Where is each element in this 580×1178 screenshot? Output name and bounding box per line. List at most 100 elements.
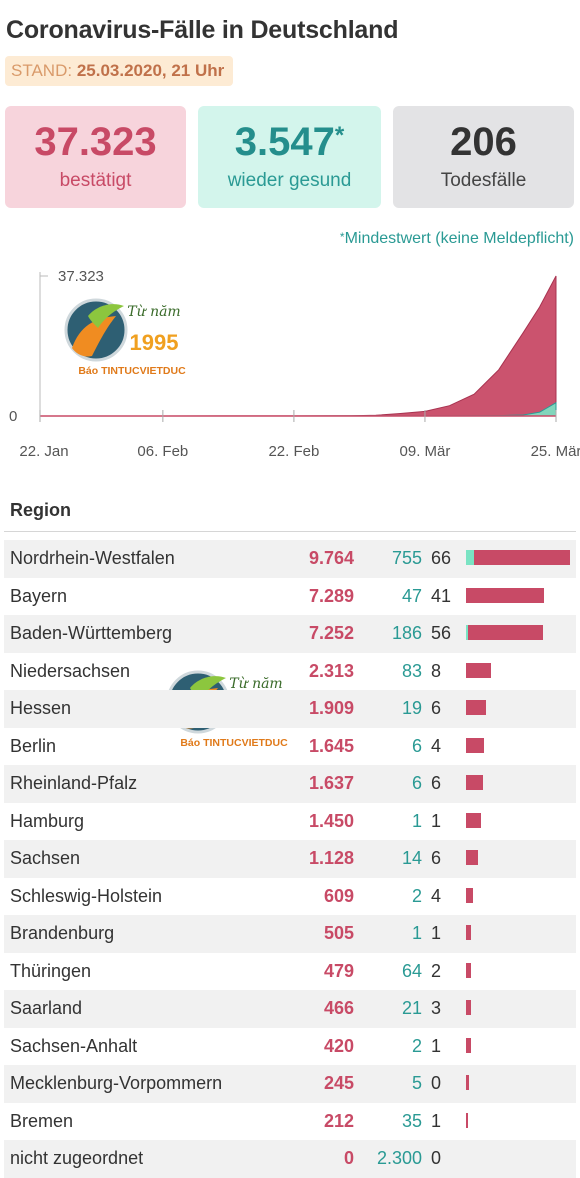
cases-bar bbox=[466, 550, 570, 565]
deaths-value: 4 bbox=[431, 885, 442, 906]
logo-text-line1: Từ năm bbox=[127, 304, 180, 320]
confirmed-bar-segment bbox=[466, 587, 544, 603]
confirmed-bar-segment bbox=[466, 812, 482, 828]
logo-text-brand: Báo TINTUCVIETDUC bbox=[78, 365, 186, 377]
region-name: Sachsen bbox=[10, 848, 81, 868]
table-row: Rheinland-Pfalz 1.637 6 6 bbox=[4, 765, 576, 803]
confirmed-value: 505 bbox=[323, 923, 354, 943]
cases-bar bbox=[466, 962, 472, 978]
table-row: Hessen 1.909 19 6 bbox=[4, 690, 576, 728]
region-name: Brandenburg bbox=[10, 923, 115, 943]
deaths-value: 1 bbox=[431, 810, 442, 831]
confirmed-value: 7.252 bbox=[308, 623, 354, 643]
x-tick-label: 22. Jan bbox=[19, 443, 68, 460]
table-row: Bayern 7.289 47 41 bbox=[4, 578, 576, 616]
confirmed-value: 609 bbox=[323, 885, 354, 906]
table-row: Bremen 212 35 1 bbox=[4, 1103, 576, 1141]
region-name: Baden-Württemberg bbox=[10, 623, 173, 643]
region-name: Rheinland-Pfalz bbox=[10, 773, 138, 793]
deaths-value: 66 bbox=[431, 548, 452, 568]
logo-graphic: Từ năm 1995 Báo TINTUCVIETDUC bbox=[64, 298, 186, 377]
recovered-footnote: *Mindestwert (keine Meldepflicht) bbox=[339, 230, 574, 247]
recovered-value: 21 bbox=[401, 998, 422, 1018]
recovered-value: 6 bbox=[411, 773, 422, 793]
cases-bar bbox=[466, 587, 544, 603]
recovered-value: 2 bbox=[411, 1035, 422, 1056]
confirmed-bar-segment bbox=[466, 1037, 471, 1053]
table-header-region: Region bbox=[10, 500, 71, 520]
deaths-value: 1 bbox=[431, 1110, 442, 1131]
confirmed-label: bestätigt bbox=[59, 170, 132, 191]
recovered-value: 47 bbox=[401, 585, 422, 606]
confirmed-value: 1.909 bbox=[308, 698, 354, 718]
region-name: Hamburg bbox=[10, 810, 85, 831]
table-row: Saarland 466 21 3 bbox=[4, 990, 576, 1028]
recovered-value: 6 bbox=[411, 735, 422, 756]
recovered-value: 83 bbox=[401, 660, 422, 681]
cases-bar bbox=[466, 700, 487, 715]
confirmed-value: 1.637 bbox=[308, 773, 354, 793]
confirmed-value: 1.128 bbox=[308, 848, 354, 868]
confirmed-bar-segment bbox=[466, 887, 473, 903]
region-name: Nordrhein-Westfalen bbox=[10, 548, 175, 568]
deaths-value: 6 bbox=[431, 773, 442, 793]
region-name: Sachsen-Anhalt bbox=[10, 1035, 138, 1056]
table-row: Berlin 1.645 6 4 bbox=[4, 728, 576, 766]
recovered-count: 3.547* bbox=[234, 120, 345, 164]
logo-text-brand: Báo TINTUCVIETDUC bbox=[180, 737, 288, 749]
recovered-value: 14 bbox=[401, 848, 422, 868]
deaths-value: 2 bbox=[431, 960, 442, 981]
cases-bar bbox=[466, 625, 544, 640]
x-tick-label: 09. Mär bbox=[400, 443, 451, 460]
logo-text-line1: Từ năm bbox=[229, 676, 282, 692]
table-row: Brandenburg 505 1 1 bbox=[4, 915, 576, 953]
recovered-value: 5 bbox=[411, 1073, 422, 1093]
deaths-value: 0 bbox=[431, 1073, 442, 1093]
cases-bar bbox=[466, 812, 482, 828]
confirmed-value: 420 bbox=[323, 1035, 354, 1056]
confirmed-bar-segment bbox=[466, 1000, 471, 1015]
confirmed-bar-segment bbox=[468, 625, 544, 640]
confirmed-value: 479 bbox=[323, 960, 354, 981]
table-row: Sachsen 1.128 14 6 bbox=[4, 840, 576, 878]
confirmed-bar-segment bbox=[466, 775, 484, 790]
deaths-value: 6 bbox=[431, 698, 442, 718]
y-tick-label-max: 37.323 bbox=[58, 268, 104, 285]
table-row: Mecklenburg-Vorpommern 245 5 0 bbox=[4, 1065, 576, 1103]
confirmed-value: 1.645 bbox=[308, 735, 354, 756]
recovered-value: 1 bbox=[411, 810, 422, 831]
cases-area-chart: 22. Jan 06. Feb 22. Feb 09. Mär 25. Mär 0 37.3… bbox=[9, 268, 580, 460]
deaths-value: 8 bbox=[431, 660, 442, 681]
region-name: Mecklenburg-Vorpommern bbox=[10, 1073, 223, 1093]
confirmed-value: 2.313 bbox=[308, 660, 354, 681]
deaths-card: 206 Todesfälle bbox=[393, 106, 574, 208]
table-row: Nordrhein-Westfalen 9.764 755 66 bbox=[4, 540, 576, 578]
confirmed-bar-segment bbox=[466, 737, 484, 753]
deaths-value: 3 bbox=[431, 998, 442, 1018]
region-name: Niedersachsen bbox=[10, 660, 131, 681]
cases-bar bbox=[466, 850, 478, 865]
confirmed-value: 7.289 bbox=[308, 585, 354, 606]
region-name: nicht zugeordnet bbox=[10, 1148, 144, 1168]
cases-bar bbox=[466, 925, 472, 940]
confirmed-count: 37.323 bbox=[34, 120, 157, 164]
recovered-value: 35 bbox=[401, 1110, 422, 1131]
recovered-value: 19 bbox=[401, 698, 422, 718]
deaths-value: 1 bbox=[431, 923, 442, 943]
header-divider bbox=[4, 531, 576, 532]
region-name: Berlin bbox=[10, 735, 57, 756]
table-row: Schleswig-Holstein 609 2 4 bbox=[4, 878, 576, 916]
recovered-bar-segment bbox=[466, 550, 474, 565]
logo-green-leaf-icon bbox=[88, 304, 124, 328]
recovered-value: 64 bbox=[401, 960, 422, 981]
confirmed-bar-segment bbox=[466, 700, 487, 715]
confirmed-bar-segment bbox=[466, 850, 478, 865]
cases-bar bbox=[466, 775, 484, 790]
x-tick-label: 06. Feb bbox=[137, 443, 188, 460]
confirmed-bar-segment bbox=[466, 962, 472, 978]
deaths-value: 1 bbox=[431, 1035, 442, 1056]
confirmed-value: 0 bbox=[343, 1148, 354, 1168]
region-table: Nordrhein-Westfalen 9.764 755 66 Bayern 7.289… bbox=[4, 540, 576, 1178]
logo-orange-leaf-icon bbox=[72, 316, 116, 357]
deaths-value: 41 bbox=[431, 585, 452, 606]
